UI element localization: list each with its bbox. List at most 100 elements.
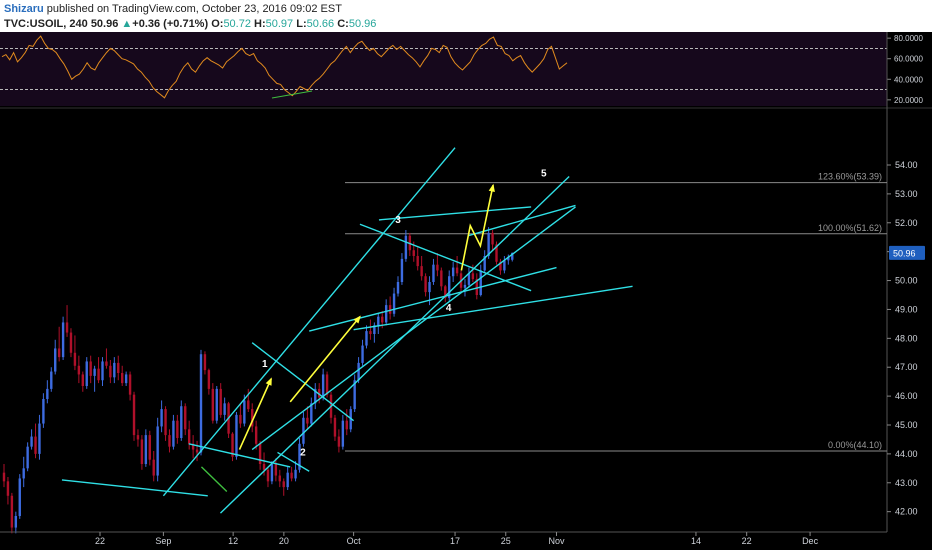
candle-body bbox=[69, 332, 73, 353]
candle-body bbox=[463, 284, 467, 288]
candle-body bbox=[333, 417, 337, 437]
candle-body bbox=[77, 365, 81, 375]
time-tick-label: Dec bbox=[802, 536, 819, 546]
candle-body bbox=[503, 260, 506, 271]
candle-body bbox=[495, 244, 498, 262]
price-tick-label: 47.00 bbox=[895, 362, 918, 372]
candle-body bbox=[266, 469, 270, 482]
candle-body bbox=[282, 481, 285, 488]
candle-body bbox=[113, 362, 116, 378]
candle-body bbox=[337, 436, 341, 447]
candle-body bbox=[369, 331, 372, 334]
price-tick-label: 45.00 bbox=[895, 420, 918, 430]
candle-body bbox=[2, 472, 6, 482]
candle-body bbox=[243, 400, 246, 424]
rsi-tick-label: 40.0000 bbox=[894, 75, 923, 84]
candle-body bbox=[239, 414, 242, 424]
last-price: 50.96 bbox=[90, 18, 119, 30]
price-tick-label: 46.00 bbox=[895, 391, 918, 401]
author-link[interactable]: Shizaru bbox=[4, 3, 44, 15]
price-chart[interactable]: 80.000060.000040.000020.000054.0053.0052… bbox=[0, 32, 932, 550]
candle-body bbox=[14, 516, 18, 528]
candle-body bbox=[65, 322, 69, 333]
fib-level-label: 123.60%(53.39) bbox=[818, 172, 882, 182]
candle-body bbox=[97, 368, 100, 381]
candle-body bbox=[148, 435, 151, 460]
candle-body bbox=[325, 374, 329, 395]
candle-body bbox=[235, 414, 238, 457]
candle-body bbox=[89, 361, 92, 376]
candle-body bbox=[451, 267, 455, 277]
candle-body bbox=[314, 388, 317, 404]
candle-body bbox=[444, 286, 447, 298]
candle-body bbox=[373, 325, 376, 334]
candle-body bbox=[432, 264, 435, 282]
candle-body bbox=[321, 374, 325, 398]
candle-body bbox=[101, 361, 104, 381]
price-tick-label: 52.00 bbox=[895, 218, 918, 228]
candle-body bbox=[254, 426, 258, 444]
candle-body bbox=[34, 436, 37, 454]
candle-body bbox=[219, 388, 222, 415]
candle-body bbox=[420, 266, 423, 277]
candle-body bbox=[511, 252, 514, 260]
rsi-tick-label: 80.0000 bbox=[894, 34, 923, 43]
candle-body bbox=[61, 322, 65, 358]
candle-body bbox=[128, 374, 132, 395]
candle-body bbox=[361, 345, 364, 363]
candle-body bbox=[251, 409, 254, 427]
candle-body bbox=[365, 331, 368, 346]
candle-body bbox=[180, 406, 183, 438]
current-price-badge bbox=[889, 245, 925, 260]
candle-body bbox=[168, 435, 171, 447]
publish-line: Shizaru published on TradingView.com, Oc… bbox=[4, 2, 342, 16]
candle-body bbox=[26, 446, 29, 469]
candle-body bbox=[388, 305, 392, 314]
time-tick-label: Nov bbox=[548, 536, 565, 546]
candle-body bbox=[475, 279, 478, 295]
fib-level-label: 100.00%(51.62) bbox=[818, 223, 882, 233]
candle-body bbox=[483, 256, 486, 271]
divergence-line bbox=[200, 466, 228, 492]
candle-body bbox=[404, 235, 408, 259]
candle-body bbox=[30, 436, 33, 447]
candle-body bbox=[400, 258, 404, 282]
candle-body bbox=[306, 417, 309, 424]
candle-body bbox=[124, 374, 128, 384]
trendline bbox=[359, 223, 532, 292]
rsi-tick-label: 20.0000 bbox=[894, 96, 923, 105]
wave-arrow bbox=[460, 185, 494, 271]
candle-body bbox=[199, 354, 203, 453]
candle-body bbox=[499, 261, 502, 271]
candle-body bbox=[353, 380, 356, 410]
candle-body bbox=[93, 368, 96, 376]
candle-body bbox=[57, 348, 61, 358]
candle-body bbox=[357, 362, 360, 381]
time-tick-label: 17 bbox=[450, 536, 460, 546]
price-tick-label: 54.00 bbox=[895, 160, 918, 170]
candle-body bbox=[223, 403, 226, 415]
time-tick-label: 22 bbox=[95, 536, 105, 546]
wave-label-4: 4 bbox=[446, 303, 452, 314]
candle-body bbox=[310, 403, 313, 424]
candle-body bbox=[85, 361, 88, 386]
candle-body bbox=[132, 394, 136, 436]
candle-body bbox=[211, 388, 215, 421]
chart-header: Shizaru published on TradingView.com, Oc… bbox=[0, 0, 932, 32]
candle-body bbox=[302, 417, 305, 444]
price-tick-label: 50.00 bbox=[895, 276, 918, 286]
symbol-line: TVC:USOIL, 240 50.96 ▲+0.36 (+0.71%) O:5… bbox=[4, 17, 376, 31]
candle-body bbox=[184, 406, 187, 430]
up-triangle-icon: ▲ bbox=[121, 18, 133, 30]
time-tick-label: 22 bbox=[742, 536, 752, 546]
rsi-panel bbox=[0, 32, 887, 106]
candle-body bbox=[54, 348, 57, 372]
candle-body bbox=[479, 270, 482, 295]
candle-body bbox=[290, 472, 293, 479]
trendline bbox=[251, 342, 355, 422]
candle-body bbox=[215, 388, 218, 421]
candle-body bbox=[18, 478, 21, 516]
candle-body bbox=[140, 439, 144, 464]
candle-body bbox=[6, 481, 10, 496]
candle-body bbox=[195, 449, 199, 453]
